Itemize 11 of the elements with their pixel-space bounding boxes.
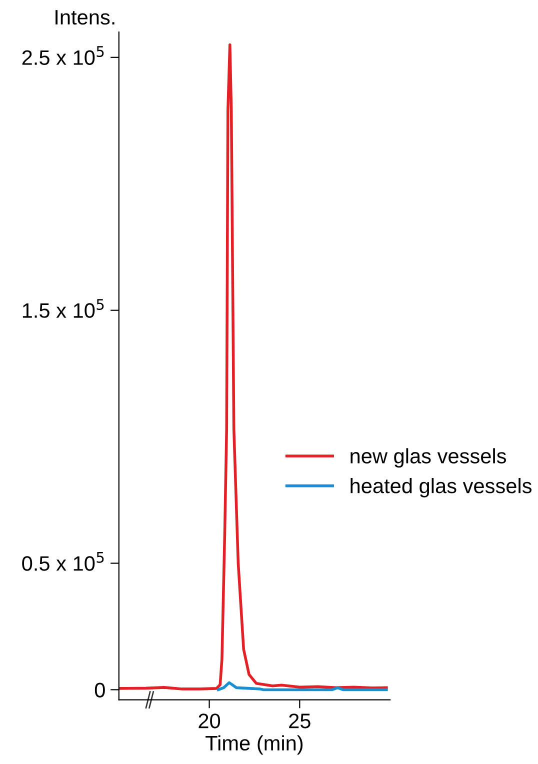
y-tick-label: 0: [94, 682, 105, 698]
legend-label: new glas vessels: [350, 448, 506, 468]
y-tick-label: 0.5 x 10$^{5}$: [22, 552, 104, 571]
y-tick-label: 2.5 x 10$^{5}$: [22, 46, 104, 65]
legend-label: heated glas vessels: [350, 478, 532, 498]
x-tick-label: 20: [198, 714, 220, 728]
y-tick-label: 1.5 x 10$^{5}$: [22, 299, 104, 318]
x-axis-title: Time (min): [206, 735, 303, 755]
line-series: [216, 681, 388, 692]
x-tick-label: 25: [289, 714, 310, 728]
y-axis-title: Intens.: [56, 10, 114, 25]
